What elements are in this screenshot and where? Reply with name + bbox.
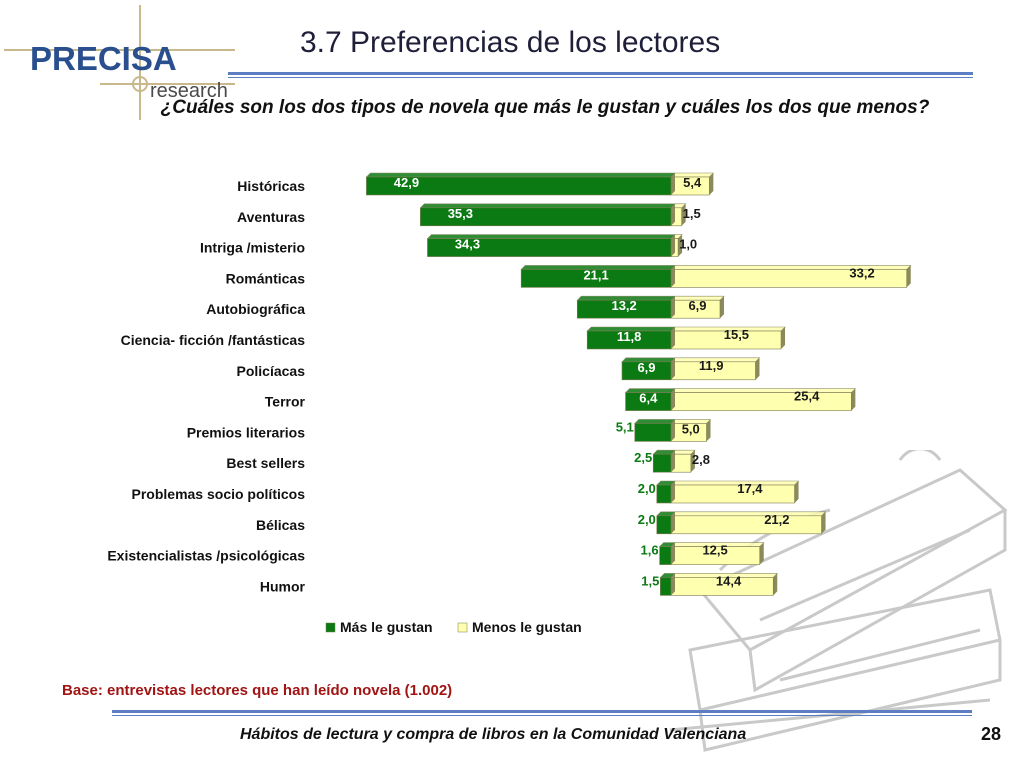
chart-row: Problemas socio políticos 2,0 17,4 <box>132 480 800 504</box>
chart-row: Intriga /misterio 34,3 1,0 <box>200 234 697 257</box>
value-label-dislike: 21,2 <box>764 512 789 527</box>
legend-item-like: Más le gustan <box>325 619 433 635</box>
value-label-like: 2,5 <box>634 450 652 465</box>
value-label-like: 13,2 <box>611 298 636 313</box>
bar-dislike <box>670 480 800 504</box>
chart-row: Policíacas 6,9 11,9 <box>237 357 761 381</box>
bar-like <box>624 388 676 411</box>
bar-like <box>426 234 676 257</box>
category-label: Aventuras <box>237 209 305 225</box>
bar-dislike <box>670 172 715 196</box>
category-label: Problemas socio políticos <box>132 486 306 502</box>
title-divider <box>228 72 973 75</box>
page-title: 3.7 Preferencias de los lectores <box>300 26 721 59</box>
value-label-like: 21,1 <box>583 267 608 282</box>
category-label: Existencialistas /psicológicas <box>107 548 305 564</box>
chart-row: Autobiográfica 13,2 6,9 <box>206 295 725 319</box>
chart-row: Aventuras 35,3 1,5 <box>237 203 701 227</box>
legend-label: Menos le gustan <box>472 619 582 635</box>
value-label-dislike: 6,9 <box>688 298 706 313</box>
bar-like <box>520 265 676 288</box>
chart-row: Bélicas 2,0 21,2 <box>256 511 827 535</box>
bar-dislike <box>670 295 725 319</box>
value-label-like: 6,4 <box>639 391 658 406</box>
bar-like <box>652 449 676 473</box>
category-label: Humor <box>260 578 306 594</box>
value-label-like: 11,8 <box>617 329 642 344</box>
bar-like <box>634 419 676 442</box>
value-label-like: 42,9 <box>394 175 419 190</box>
chart-row: Ciencia- ficción /fantásticas 11,8 15,5 <box>121 326 786 350</box>
legend-label: Más le gustan <box>340 619 433 635</box>
bar-like <box>576 295 676 319</box>
footer-text: Hábitos de lectura y compra de libros en… <box>240 726 747 743</box>
value-label-like: 2,0 <box>638 481 656 496</box>
value-label-dislike: 11,9 <box>699 358 724 373</box>
value-label-like: 6,9 <box>637 360 655 375</box>
page-number: 28 <box>981 724 1002 744</box>
chart-row: Best sellers 2,5 2,8 <box>226 449 710 473</box>
value-label-dislike: 1,0 <box>679 237 697 252</box>
chart-legend: Más le gustan Menos le gustan <box>325 619 582 635</box>
value-label-dislike: 33,2 <box>849 265 874 280</box>
chart-row: Románticas 21,1 33,2 <box>226 265 912 288</box>
category-label: Románticas <box>226 270 306 286</box>
chart-row: Terror 6,4 25,4 <box>265 388 857 411</box>
category-label: Ciencia- ficción /fantásticas <box>121 332 306 348</box>
logo-brand: PRECISA <box>30 40 177 77</box>
value-label-dislike: 5,4 <box>683 175 702 190</box>
value-label-dislike: 17,4 <box>737 481 763 496</box>
category-label: Bélicas <box>256 517 305 533</box>
bar-like <box>365 172 676 196</box>
category-label: Terror <box>265 394 306 410</box>
category-label: Intriga /misterio <box>200 240 305 256</box>
bar-like <box>586 326 676 350</box>
value-label-like: 34,3 <box>455 237 480 252</box>
bar-dislike <box>670 573 778 596</box>
chart-row: Premios literarios 5,1 5,0 <box>187 419 712 442</box>
category-label: Autobiográfica <box>206 301 305 317</box>
category-label: Best sellers <box>226 455 305 471</box>
bar-like <box>659 573 676 596</box>
base-note: Base: entrevistas lectores que han leído… <box>62 682 453 699</box>
value-label-dislike: 5,0 <box>682 421 700 436</box>
bar-like <box>419 203 676 227</box>
value-label-like: 5,1 <box>616 419 634 434</box>
value-label-dislike: 1,5 <box>683 206 701 221</box>
chart: Históricas 42,9 5,4 Aventuras 35,3 1,5 Intriga… <box>107 172 912 635</box>
bar-dislike <box>670 357 761 381</box>
chart-question: ¿Cuáles son los dos tipos de novela que … <box>160 97 930 118</box>
value-label-like: 2,0 <box>638 512 656 527</box>
footer-divider <box>112 710 972 713</box>
bar-dislike <box>670 326 786 350</box>
value-label-dislike: 25,4 <box>794 389 820 404</box>
precisa-research-logo: PRECISA research <box>4 5 235 120</box>
value-label-dislike: 15,5 <box>724 327 749 342</box>
logo-tagline: research <box>150 80 228 102</box>
bar-like <box>656 511 676 535</box>
bar-dislike <box>670 388 857 411</box>
category-label: Históricas <box>237 178 305 194</box>
bar-dislike <box>670 511 827 535</box>
bar-dislike <box>670 419 712 442</box>
bar-like <box>621 357 676 381</box>
chart-row: Existencialistas /psicológicas 1,6 12,5 <box>107 542 765 565</box>
bar-dislike <box>670 542 765 565</box>
category-label: Policíacas <box>237 363 306 379</box>
bar-like <box>658 542 676 565</box>
category-label: Premios literarios <box>187 424 305 440</box>
chart-row: Humor 1,5 14,4 <box>260 573 778 596</box>
bar-dislike <box>670 265 912 288</box>
legend-item-dislike: Menos le gustan <box>457 619 582 635</box>
title-divider-thin <box>228 77 973 78</box>
value-label-like: 1,5 <box>641 573 659 588</box>
value-label-like: 35,3 <box>448 206 473 221</box>
chart-row: Históricas 42,9 5,4 <box>237 172 715 196</box>
value-label-dislike: 2,8 <box>692 452 710 467</box>
value-label-like: 1,6 <box>641 543 659 558</box>
bar-like <box>656 480 676 504</box>
value-label-dislike: 14,4 <box>716 573 742 588</box>
value-label-dislike: 12,5 <box>702 543 727 558</box>
footer-divider-thin <box>112 715 972 716</box>
